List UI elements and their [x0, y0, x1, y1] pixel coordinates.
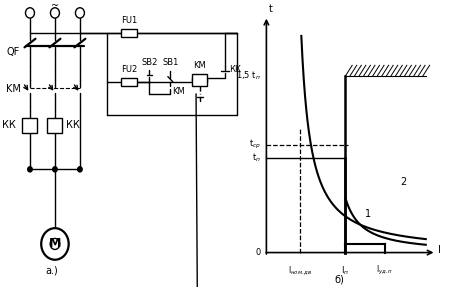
Text: а.): а.) [45, 265, 58, 276]
Text: t$_п$: t$_п$ [252, 152, 261, 164]
Text: SB1: SB1 [162, 59, 179, 67]
Text: КК: КК [3, 120, 16, 130]
Bar [47, 118, 63, 133]
Bar [192, 74, 207, 86]
Circle shape [28, 167, 32, 172]
Text: 1: 1 [365, 209, 371, 219]
Circle shape [78, 167, 82, 172]
Text: ~: ~ [51, 1, 59, 11]
Text: FU2: FU2 [121, 65, 137, 74]
Bar [22, 118, 37, 133]
Circle shape [53, 167, 57, 172]
Text: 2: 2 [400, 177, 406, 187]
Text: KM: KM [172, 87, 185, 96]
Text: SB2: SB2 [141, 59, 158, 67]
Text: FU1: FU1 [121, 16, 138, 25]
Text: КК: КК [229, 65, 241, 74]
Text: КК: КК [66, 120, 80, 130]
Text: QF: QF [6, 47, 19, 57]
Bar [121, 78, 137, 86]
Text: KM: KM [194, 61, 206, 70]
Text: б): б) [334, 274, 344, 284]
Text: I$_{ном.дв}$: I$_{ном.дв}$ [288, 264, 312, 277]
Text: I$_п$: I$_п$ [341, 264, 350, 277]
Text: t: t [269, 4, 273, 14]
Bar [121, 29, 137, 37]
Text: 0: 0 [256, 248, 261, 257]
Text: 1,5 t$_п$: 1,5 t$_п$ [236, 70, 261, 82]
Text: KM: KM [6, 84, 21, 94]
Text: t$_{ср}$: t$_{ср}$ [249, 138, 261, 152]
Text: I$_{уд.п}$: I$_{уд.п}$ [376, 264, 393, 278]
Text: M: M [49, 237, 61, 251]
Text: I: I [438, 245, 441, 255]
